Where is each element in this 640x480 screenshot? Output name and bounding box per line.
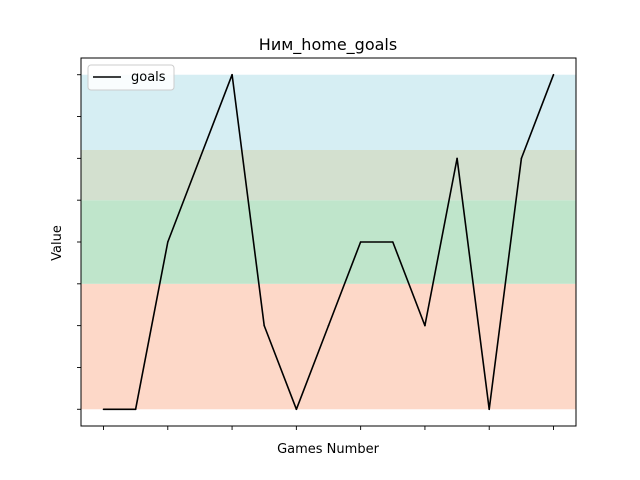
data-point (488, 408, 491, 411)
y-axis-label: Value (50, 225, 65, 261)
data-point (552, 73, 555, 76)
x-axis-label: Games Number (277, 442, 379, 457)
data-point (359, 241, 362, 243)
data-point (231, 73, 233, 76)
background-band-2 (81, 150, 576, 201)
data-point (327, 324, 330, 327)
chart-title: Ним_home_goals (259, 35, 397, 55)
background-band-1 (81, 200, 576, 284)
legend: goals (87, 64, 175, 91)
data-point (263, 324, 266, 327)
data-point (456, 157, 458, 160)
legend-box (87, 64, 175, 91)
data-point (391, 241, 394, 243)
data-point (520, 157, 523, 160)
data-point (295, 408, 298, 411)
data-point (102, 408, 105, 411)
data-point (424, 324, 426, 327)
data-point (134, 408, 137, 411)
plot-area (77, 57, 577, 430)
data-point (199, 157, 201, 160)
data-point (166, 241, 169, 243)
background-band-0 (81, 283, 576, 410)
legend-label-goals: goals (131, 70, 166, 85)
